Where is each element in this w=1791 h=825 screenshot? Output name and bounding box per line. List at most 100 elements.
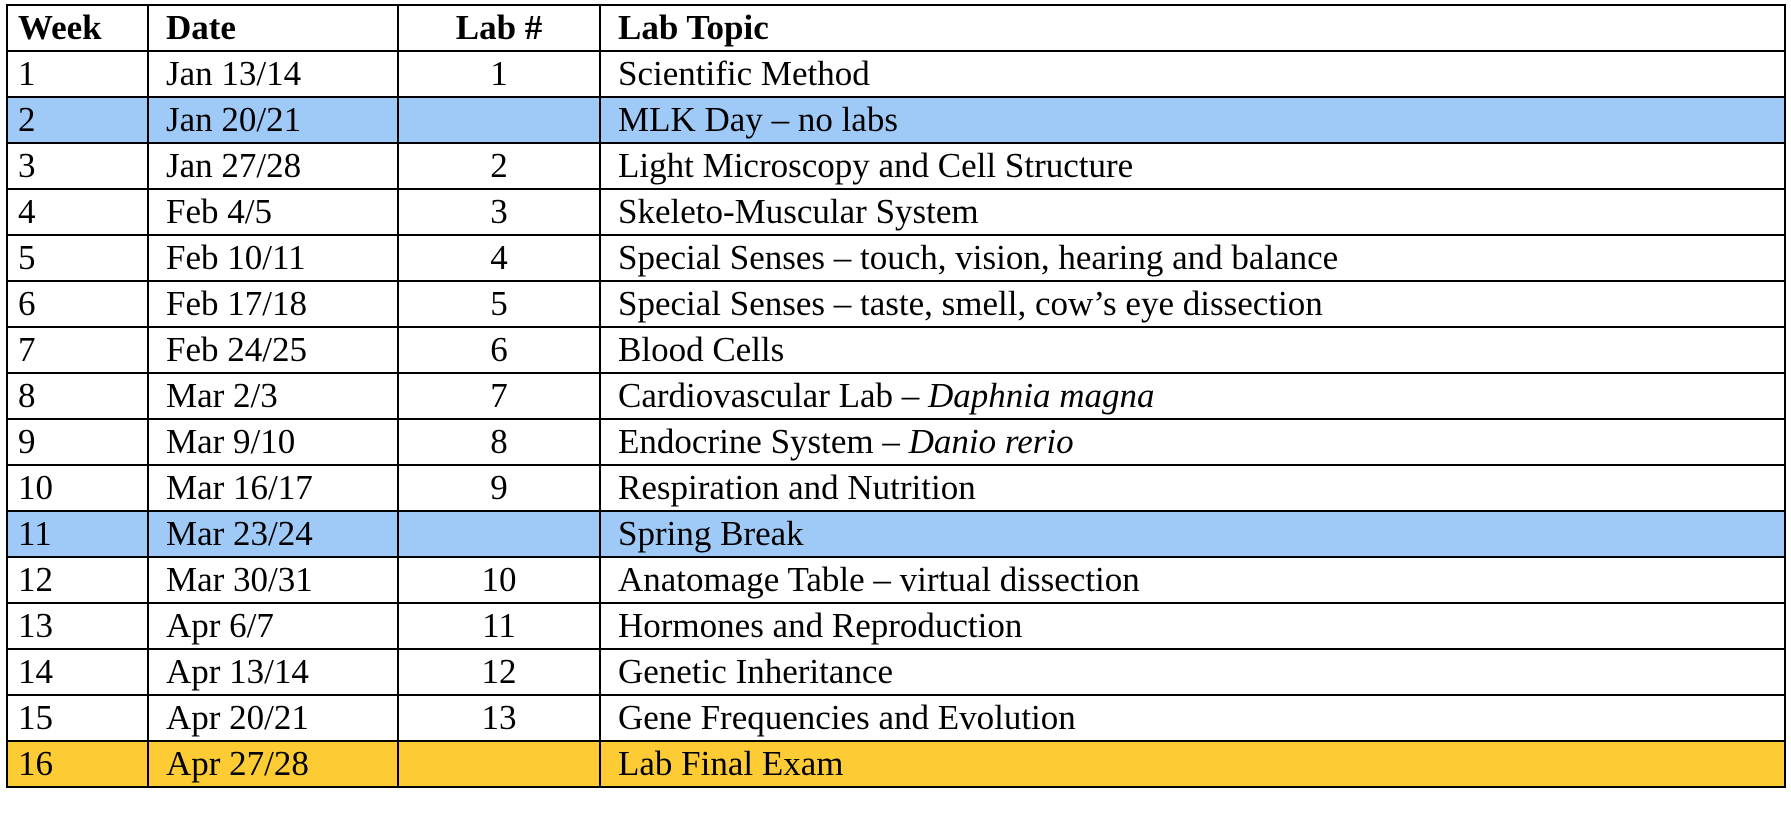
table-row: 12 Mar 30/31 10 Anatomage Table – virtua… [6,556,1786,604]
table-row: 15 Apr 20/21 13 Gene Frequencies and Evo… [6,694,1786,742]
lab-topic-cell: Skeleto-Muscular System [599,188,1786,236]
week-cell: 3 [6,142,149,190]
date-cell: Feb 17/18 [147,280,399,328]
date-cell: Apr 27/28 [147,740,399,788]
topic-text: Endocrine System – [618,422,909,461]
week-cell: 1 [6,50,149,98]
topic-text: Hormones and Reproduction [618,606,1023,645]
lab-number-cell [397,510,601,558]
table-row: 7 Feb 24/25 6 Blood Cells [6,326,1786,374]
date-cell: Mar 9/10 [147,418,399,466]
date-cell: Feb 10/11 [147,234,399,282]
topic-text: Special Senses – taste, smell, cow’s eye… [618,284,1323,323]
header-lab-topic: Lab Topic [599,4,1786,52]
lab-number-cell: 12 [397,648,601,696]
lab-number-cell: 10 [397,556,601,604]
topic-text: Lab Final Exam [618,744,844,783]
species-name: Danio rerio [908,422,1074,461]
date-cell: Apr 20/21 [147,694,399,742]
week-cell: 8 [6,372,149,420]
lab-number-cell: 9 [397,464,601,512]
table-row-holiday: 2 Jan 20/21 MLK Day – no labs [6,96,1786,144]
week-cell: 9 [6,418,149,466]
topic-text: Scientific Method [618,54,870,93]
date-cell: Jan 27/28 [147,142,399,190]
topic-text: Respiration and Nutrition [618,468,976,507]
week-cell: 10 [6,464,149,512]
table-row: 9 Mar 9/10 8 Endocrine System – Danio re… [6,418,1786,466]
topic-text: Skeleto-Muscular System [618,192,979,231]
date-cell: Mar 2/3 [147,372,399,420]
topic-text: Spring Break [618,514,804,553]
header-week: Week [6,4,149,52]
lab-topic-cell: Special Senses – taste, smell, cow’s eye… [599,280,1786,328]
date-cell: Mar 16/17 [147,464,399,512]
lab-number-cell: 7 [397,372,601,420]
topic-text: MLK Day – no labs [618,100,898,139]
topic-text: Light Microscopy and Cell Structure [618,146,1134,185]
table-body: 1 Jan 13/14 1 Scientific Method 2 Jan 20… [6,50,1786,788]
lab-number-cell: 13 [397,694,601,742]
week-cell: 14 [6,648,149,696]
table-header-row: Week Date Lab # Lab Topic [6,4,1786,52]
lab-topic-cell: Light Microscopy and Cell Structure [599,142,1786,190]
table-row: 8 Mar 2/3 7 Cardiovascular Lab – Daphnia… [6,372,1786,420]
table-row: 3 Jan 27/28 2 Light Microscopy and Cell … [6,142,1786,190]
species-name: Daphnia magna [928,376,1155,415]
table-row: 10 Mar 16/17 9 Respiration and Nutrition [6,464,1786,512]
header-lab-number: Lab # [397,4,601,52]
lab-number-cell: 3 [397,188,601,236]
table-row-final-exam: 16 Apr 27/28 Lab Final Exam [6,740,1786,788]
date-cell: Mar 23/24 [147,510,399,558]
lab-number-cell: 8 [397,418,601,466]
topic-text: Special Senses – touch, vision, hearing … [618,238,1339,277]
week-cell: 16 [6,740,149,788]
week-cell: 4 [6,188,149,236]
week-cell: 11 [6,510,149,558]
lab-topic-cell: Hormones and Reproduction [599,602,1786,650]
week-cell: 6 [6,280,149,328]
lab-number-cell [397,96,601,144]
table-row: 6 Feb 17/18 5 Special Senses – taste, sm… [6,280,1786,328]
lab-topic-cell: Spring Break [599,510,1786,558]
date-cell: Apr 6/7 [147,602,399,650]
lab-number-cell: 2 [397,142,601,190]
lab-topic-cell: Gene Frequencies and Evolution [599,694,1786,742]
table-row: 4 Feb 4/5 3 Skeleto-Muscular System [6,188,1786,236]
topic-text: Anatomage Table – virtual dissection [618,560,1140,599]
lab-topic-cell: Blood Cells [599,326,1786,374]
lab-topic-cell: Special Senses – touch, vision, hearing … [599,234,1786,282]
table-row: 13 Apr 6/7 11 Hormones and Reproduction [6,602,1786,650]
lab-topic-cell: MLK Day – no labs [599,96,1786,144]
week-cell: 15 [6,694,149,742]
lab-number-cell: 1 [397,50,601,98]
header-date: Date [147,4,399,52]
date-cell: Mar 30/31 [147,556,399,604]
lab-topic-cell: Respiration and Nutrition [599,464,1786,512]
week-cell: 13 [6,602,149,650]
date-cell: Apr 13/14 [147,648,399,696]
lab-number-cell: 4 [397,234,601,282]
lab-topic-cell: Lab Final Exam [599,740,1786,788]
lab-number-cell: 5 [397,280,601,328]
lab-topic-cell: Scientific Method [599,50,1786,98]
lab-schedule-table: Week Date Lab # Lab Topic 1 Jan 13/14 1 … [6,4,1786,788]
week-cell: 12 [6,556,149,604]
table-row: 1 Jan 13/14 1 Scientific Method [6,50,1786,98]
date-cell: Jan 13/14 [147,50,399,98]
lab-topic-cell: Anatomage Table – virtual dissection [599,556,1786,604]
week-cell: 5 [6,234,149,282]
lab-topic-cell: Endocrine System – Danio rerio [599,418,1786,466]
date-cell: Feb 4/5 [147,188,399,236]
date-cell: Jan 20/21 [147,96,399,144]
topic-text: Gene Frequencies and Evolution [618,698,1076,737]
lab-number-cell: 6 [397,326,601,374]
topic-text: Cardiovascular Lab – [618,376,929,415]
lab-topic-cell: Cardiovascular Lab – Daphnia magna [599,372,1786,420]
topic-text: Blood Cells [618,330,785,369]
table-row: 5 Feb 10/11 4 Special Senses – touch, vi… [6,234,1786,282]
lab-number-cell [397,740,601,788]
table-row-holiday: 11 Mar 23/24 Spring Break [6,510,1786,558]
table-row: 14 Apr 13/14 12 Genetic Inheritance [6,648,1786,696]
topic-text: Genetic Inheritance [618,652,893,691]
